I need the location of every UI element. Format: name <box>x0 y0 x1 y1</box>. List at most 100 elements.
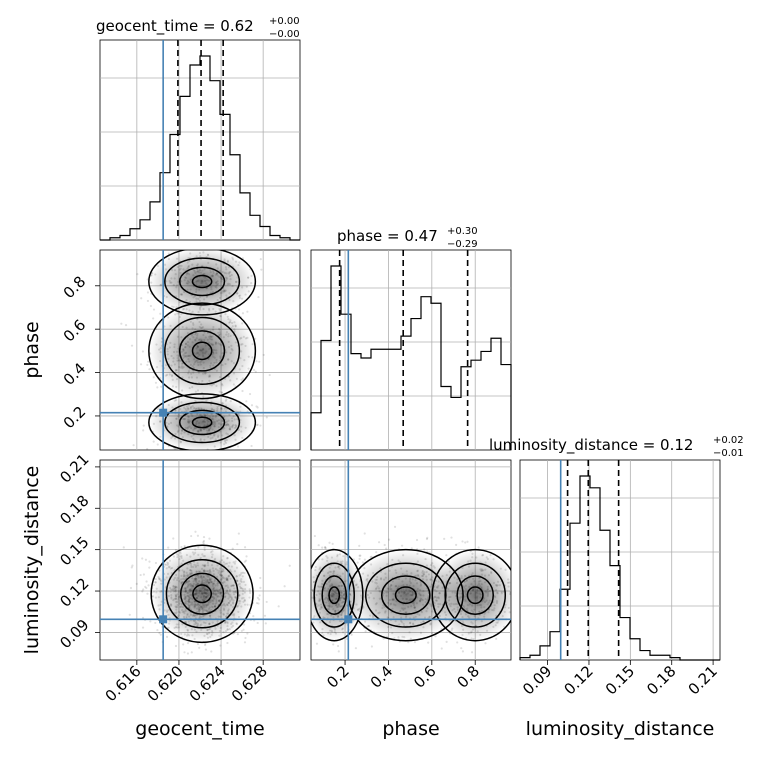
scatter-point <box>450 536 453 539</box>
scatter-point <box>522 594 524 596</box>
scatter-point <box>141 626 145 629</box>
truth-marker <box>344 615 353 624</box>
scatter-point <box>246 310 249 313</box>
scatter-point <box>171 453 173 455</box>
scatter-point <box>147 584 150 587</box>
scatter-point <box>427 641 430 644</box>
scatter-point <box>359 554 362 557</box>
scatter-point <box>303 576 305 578</box>
y-tick-label: 0.8 <box>60 272 90 302</box>
scatter-point <box>243 560 246 563</box>
scatter-point <box>445 640 448 643</box>
scatter-point <box>130 566 133 569</box>
density-contour <box>178 330 226 372</box>
scatter-point <box>149 620 152 623</box>
scatter-point <box>174 548 177 552</box>
scatter-point <box>321 546 324 549</box>
scatter-point <box>528 632 530 634</box>
xlabel-geocent-time: geocent_time <box>135 718 264 740</box>
x-tick-label: 0.628 <box>228 662 271 705</box>
scatter-point <box>164 630 167 633</box>
scatter-point <box>142 588 145 591</box>
scatter-point <box>256 596 259 599</box>
x-tick-label: 0.09 <box>519 662 555 698</box>
scatter-point <box>190 651 193 654</box>
scatter-point <box>331 542 334 545</box>
scatter-point <box>237 308 241 311</box>
x-tick-label: 0.624 <box>186 662 229 705</box>
scatter-point <box>254 370 257 373</box>
scatter-point <box>407 641 410 644</box>
scatter-point <box>464 541 467 544</box>
scatter-point <box>332 643 335 646</box>
scatter-point <box>160 385 163 388</box>
scatter-point <box>141 616 145 619</box>
scatter-point <box>324 546 327 549</box>
scatter-point <box>141 590 144 593</box>
scatter-point <box>364 630 367 633</box>
truth-markers <box>100 40 562 660</box>
scatter-point <box>305 589 307 591</box>
truth-marker <box>159 408 168 417</box>
scatter-point <box>363 558 366 561</box>
scatter-point <box>183 544 186 548</box>
scatter-point <box>131 564 134 567</box>
scatter-point <box>477 546 480 549</box>
scatter-point <box>183 651 186 654</box>
scatter-point <box>167 252 170 255</box>
title-luminosity-distance-plus: +0.02 <box>713 435 744 446</box>
scatter-point <box>495 637 498 640</box>
scatter-point <box>358 554 361 557</box>
title-phase: phase = 0.47 <box>337 227 438 245</box>
scatter-point <box>146 291 150 294</box>
scatter-point <box>400 544 404 547</box>
density-contour <box>192 584 213 604</box>
scatter-point <box>165 635 169 638</box>
scatter-point <box>231 547 234 550</box>
scatter-point <box>208 537 211 540</box>
y-tick-label: 0.15 <box>56 533 92 569</box>
density-contour <box>178 409 226 436</box>
scatter-point <box>144 558 148 561</box>
density-contour <box>328 586 341 605</box>
histogram-luminosity_distance <box>519 475 720 661</box>
density-contour <box>380 575 431 616</box>
truth-marker <box>159 615 168 624</box>
scatter-point <box>377 541 381 544</box>
scatter-point <box>124 324 128 327</box>
scatter-point <box>146 454 148 456</box>
scatter-point <box>456 641 459 644</box>
scatter-point <box>257 602 260 605</box>
scatter-point <box>156 386 159 389</box>
scatter-point <box>252 368 256 372</box>
scatter-point <box>180 545 183 549</box>
scatter-point <box>323 546 327 549</box>
scatter-point <box>294 587 296 589</box>
scatter-point <box>129 586 133 590</box>
scatter-point <box>226 641 229 645</box>
scatter-point <box>245 400 248 403</box>
density-contour <box>179 572 225 615</box>
scatter-point <box>511 585 513 587</box>
scatter-point <box>265 416 268 419</box>
density-contour <box>165 559 239 629</box>
title-geocent-time-minus: −0.00 <box>269 29 300 40</box>
y-tick-label: 0.2 <box>60 403 90 433</box>
scatter-point <box>511 567 513 569</box>
scatter-point <box>277 605 280 608</box>
density-contour <box>191 416 213 429</box>
scatter-point <box>243 623 246 626</box>
scatter-point <box>135 582 138 586</box>
scatter-point <box>130 344 134 347</box>
scatter-point <box>259 586 262 589</box>
scatter-point <box>245 555 248 558</box>
scatter-point <box>258 360 261 363</box>
scatter-point <box>154 561 158 565</box>
scatter-point <box>425 537 429 541</box>
y-tick-label: 0.21 <box>56 450 92 486</box>
scatter-point <box>454 543 458 546</box>
scatter-point <box>142 424 145 427</box>
scatter-point <box>152 317 155 320</box>
scatter-point <box>149 304 153 308</box>
scatter-point <box>199 247 201 249</box>
